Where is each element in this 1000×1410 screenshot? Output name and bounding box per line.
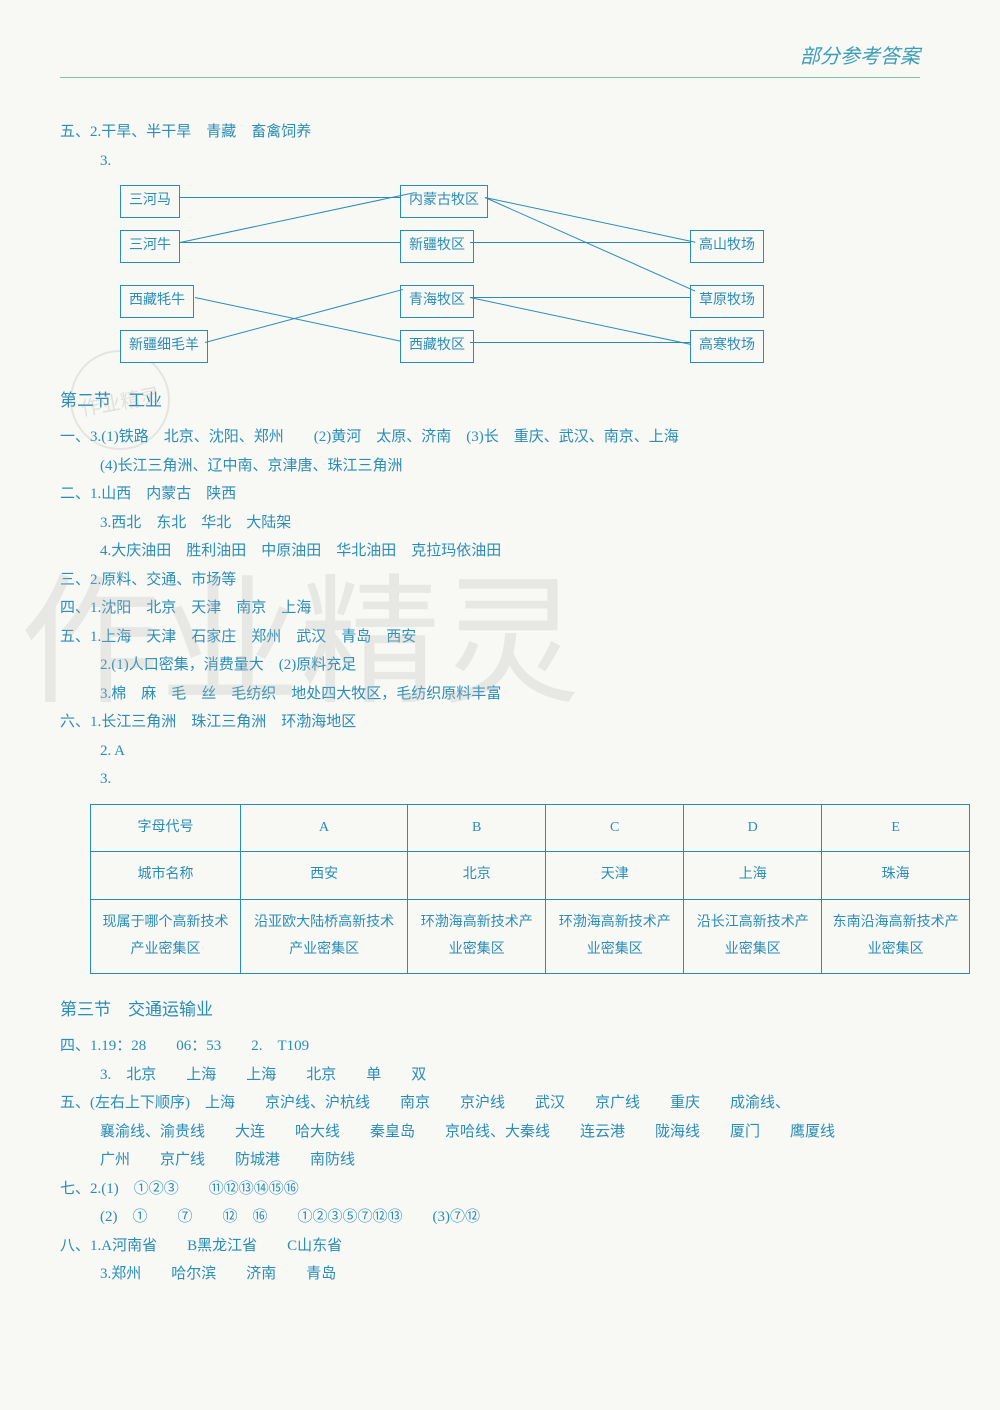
s3-l3: 五、(左右上下顺序) 上海 京沪线、沪杭线 南京 京沪线 武汉 京广线 重庆 成… [60, 1089, 920, 1118]
table-row-zone: 现属于哪个高新技术产业密集区 沿亚欧大陆桥高新技术产业密集区 环渤海高新技术产业… [91, 899, 970, 973]
s3-l6: 七、2.(1) ①②③ ⑪⑫⑬⑭⑮⑯ [60, 1175, 920, 1204]
section3-title: 第三节 交通运输业 [60, 994, 920, 1026]
th-4: D [684, 804, 822, 852]
s2-l2: (4)长江三角洲、辽中南、京津唐、珠江三角洲 [100, 452, 920, 481]
header-divider [60, 77, 920, 78]
th-3: C [546, 804, 684, 852]
s3-l5: 广州 京广线 防城港 南防线 [100, 1146, 920, 1175]
page-header-title: 部分参考答案 [60, 40, 920, 69]
line-m2-r2 [470, 297, 690, 345]
s2-l6: 三、2.原料、交通、市场等 [60, 566, 920, 595]
s2-l3: 二、1.山西 内蒙古 陕西 [60, 480, 920, 509]
diag-mid-0: 内蒙古牧区 [400, 185, 488, 218]
city-5: 珠海 [822, 852, 970, 900]
s3-l9: 3.郑州 哈尔滨 济南 青岛 [100, 1260, 920, 1289]
s5-line1: 五、2.干旱、半干旱 青藏 畜禽饲养 [60, 118, 920, 147]
s2-l5: 4.大庆油田 胜利油田 中原油田 华北油田 克拉玛依油田 [100, 537, 920, 566]
line-m2-r1 [470, 297, 690, 298]
city-2: 北京 [408, 852, 546, 900]
zone-1: 环渤海高新技术产业密集区 [408, 899, 546, 973]
th-5: E [822, 804, 970, 852]
s3-l7: (2) ① ⑦ ⑫ ⑯ ①②③⑤⑦⑫⑬ (3)⑦⑫ [100, 1203, 920, 1232]
diag-mid-2: 青海牧区 [400, 285, 474, 318]
zone-2: 环渤海高新技术产业密集区 [546, 899, 684, 973]
content-area: 五、2.干旱、半干旱 青藏 畜禽饲养 3. 三河马 三河牛 西藏牦牛 新疆细毛羊… [60, 118, 920, 1289]
s2-l8: 五、1.上海 天津 石家庄 郑州 武汉 青岛 西安 [60, 623, 920, 652]
s3-l8: 八、1.A河南省 B黑龙江省 C山东省 [60, 1232, 920, 1261]
s2-l9: 2.(1)人口密集，消费量大 (2)原料充足 [100, 651, 920, 680]
s2-l4: 3.西北 东北 华北 大陆架 [100, 509, 920, 538]
diag-right-2: 高寒牧场 [690, 330, 764, 363]
table-row-header: 字母代号 A B C D E [91, 804, 970, 852]
zone-label: 现属于哪个高新技术产业密集区 [91, 899, 241, 973]
diag-mid-3: 西藏牧区 [400, 330, 474, 363]
line-m3-r2 [470, 342, 690, 343]
s2-l12: 2. A [100, 737, 920, 766]
city-4: 上海 [684, 852, 822, 900]
diag-mid-1: 新疆牧区 [400, 230, 474, 263]
city-1: 西安 [241, 852, 408, 900]
diag-left-1: 三河牛 [120, 230, 180, 263]
line-m0-r0 [485, 197, 696, 243]
diag-left-2: 西藏牦牛 [120, 285, 194, 318]
city-0: 城市名称 [91, 852, 241, 900]
s3-l2: 3. 北京 上海 上海 北京 单 双 [100, 1061, 920, 1090]
s2-l10: 3.棉 麻 毛 丝 毛纺织 地处四大牧区，毛纺织原料丰富 [100, 680, 920, 709]
tech-zone-table: 字母代号 A B C D E 城市名称 西安 北京 天津 上海 珠海 现属于哪个… [90, 804, 970, 974]
s2-l1: 一、3.(1)铁路 北京、沈阳、郑州 (2)黄河 太原、济南 (3)长 重庆、武… [60, 423, 920, 452]
th-1: A [241, 804, 408, 852]
line-l1-m1 [180, 242, 400, 243]
diag-left-0: 三河马 [120, 185, 180, 218]
table-row-city: 城市名称 西安 北京 天津 上海 珠海 [91, 852, 970, 900]
diag-right-0: 高山牧场 [690, 230, 764, 263]
line-l2-m3 [195, 297, 401, 342]
line-m0-r1 [485, 197, 696, 291]
th-0: 字母代号 [91, 804, 241, 852]
s2-l13: 3. [100, 765, 920, 794]
diag-right-1: 草原牧场 [690, 285, 764, 318]
zone-0: 沿亚欧大陆桥高新技术产业密集区 [241, 899, 408, 973]
s3-l1: 四、1.19：28 06：53 2. T109 [60, 1032, 920, 1061]
line-m1-r0 [470, 242, 690, 243]
diag-left-3: 新疆细毛羊 [120, 330, 208, 363]
section2-title: 第二节 工业 [60, 385, 920, 417]
zone-3: 沿长江高新技术产业密集区 [684, 899, 822, 973]
th-2: B [408, 804, 546, 852]
s5-line2: 3. [100, 147, 920, 176]
s3-l4: 襄渝线、渝贵线 大连 哈大线 秦皇岛 京哈线、大秦线 连云港 陇海线 厦门 鹰厦… [100, 1118, 920, 1147]
city-3: 天津 [546, 852, 684, 900]
s2-l7: 四、1.沈阳 北京 天津 南京 上海 [60, 594, 920, 623]
s2-l11: 六、1.长江三角洲 珠江三角洲 环渤海地区 [60, 708, 920, 737]
matching-diagram: 三河马 三河牛 西藏牦牛 新疆细毛羊 内蒙古牧区 新疆牧区 青海牧区 西藏牧区 … [110, 185, 920, 365]
line-l0-m0 [180, 197, 400, 198]
line-l1-m0 [180, 192, 415, 243]
zone-4: 东南沿海高新技术产业密集区 [822, 899, 970, 973]
